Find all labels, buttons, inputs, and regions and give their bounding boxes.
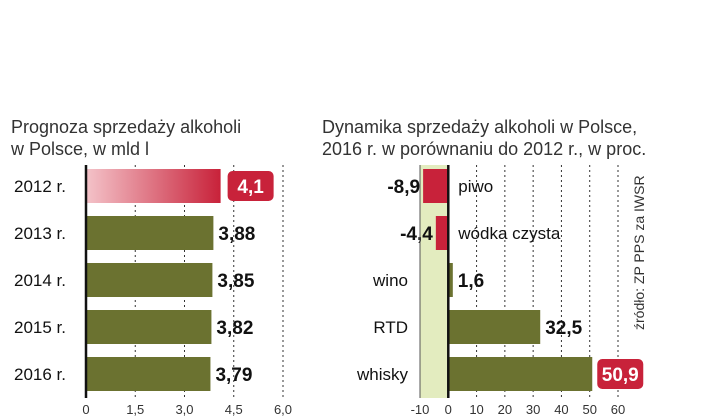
chart2-bar <box>448 357 593 391</box>
chart2-negative-zone <box>420 165 449 398</box>
chart1-value-label-box <box>227 171 274 201</box>
chart2-title-line1: Dynamika sprzedaży alkoholi w Polsce, <box>322 117 638 137</box>
chart1-bar <box>86 216 214 250</box>
chart2-category-label: whisky <box>356 365 409 384</box>
chart1-tick-label: 6,0 <box>274 402 292 417</box>
chart1-tick-label: 3,0 <box>175 402 193 417</box>
chart2-value-label: 32,5 <box>545 318 582 339</box>
chart2-tick-label: -10 <box>411 402 430 417</box>
chart1-tick-label: 4,5 <box>225 402 243 417</box>
chart2-bar <box>448 310 541 344</box>
chart1-value-label: 3,82 <box>216 318 253 339</box>
chart2-tick-label: 50 <box>582 402 596 417</box>
chart1-value-label: 4,1 <box>237 177 264 198</box>
chart1-tick-label: 1,5 <box>126 402 144 417</box>
chart1-category-label: 2012 r. <box>14 177 66 196</box>
chart2-title-line2: 2016 r. w porównaniu do 2012 r., w proc. <box>322 139 647 159</box>
chart2-bar <box>448 263 453 297</box>
chart2-tick-label: 60 <box>611 402 625 417</box>
chart2-tick-label: 20 <box>498 402 512 417</box>
chart1-category-label: 2016 r. <box>14 365 66 384</box>
chart2-title: Dynamika sprzedaży alkoholi w Polsce, 20… <box>322 116 646 160</box>
chart2-bar <box>435 216 449 250</box>
chart2-value-label: 50,9 <box>602 365 639 386</box>
chart1-category-label: 2014 r. <box>14 271 66 290</box>
chart2-tick-label: 10 <box>469 402 483 417</box>
chart1-value-label: 3,79 <box>215 365 252 386</box>
chart2-tick-label: 30 <box>526 402 540 417</box>
chart1-tick-label: 0 <box>82 402 89 417</box>
chart1-bar <box>86 169 221 203</box>
chart2-tick-label: 0 <box>445 402 452 417</box>
chart2-bar <box>423 169 449 203</box>
chart2-category-label: wódka czysta <box>457 224 561 243</box>
chart2-category-label: wino <box>372 271 408 290</box>
chart1-value-label: 3,88 <box>218 224 255 245</box>
chart1-title-line2: w Polsce, w mld l <box>11 139 150 159</box>
chart1-category-label: 2015 r. <box>14 318 66 337</box>
chart2-value-label: -4,4 <box>400 224 433 245</box>
chart2-value-label: -8,9 <box>387 177 420 198</box>
chart1-bar <box>86 310 212 344</box>
chart2-value-label-box <box>597 359 644 389</box>
chart1-value-label: 3,85 <box>217 271 254 292</box>
chart1-bar <box>86 357 211 391</box>
chart1-title-line1: Prognoza sprzedaży alkoholi <box>11 117 242 137</box>
chart2-category-label: RTD <box>373 318 408 337</box>
chart2-tick-label: 40 <box>554 402 568 417</box>
chart2-category-label: piwo <box>458 177 493 196</box>
chart1-bar <box>86 263 213 297</box>
chart1-title: Prognoza sprzedaży alkoholi w Polsce, w … <box>11 116 241 160</box>
chart1-category-label: 2013 r. <box>14 224 66 243</box>
chart2-value-label: 1,6 <box>458 271 484 292</box>
